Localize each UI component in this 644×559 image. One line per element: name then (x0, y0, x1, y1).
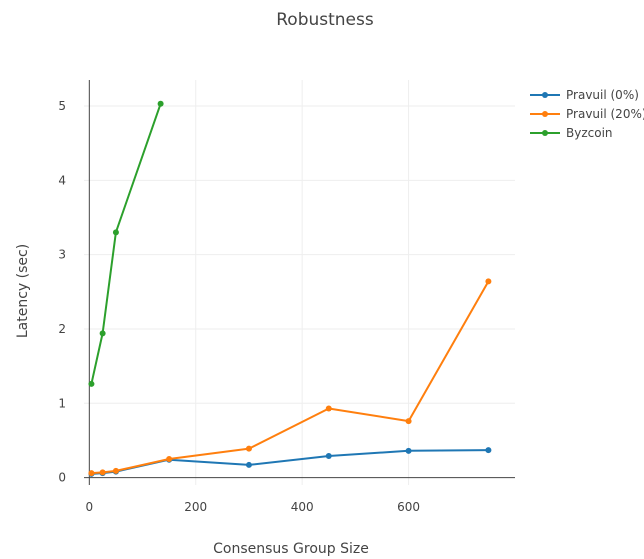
data-point-pravuil-0 (485, 447, 492, 454)
legend-marker-pravuil-20 (542, 111, 548, 117)
legend-marker-pravuil-0 (542, 92, 548, 98)
y-axis-label: Latency (sec) (15, 244, 31, 338)
series-line-pravuil-20 (91, 280, 490, 475)
legend-item-byzcoin[interactable]: Byzcoin (530, 126, 613, 140)
data-point-pravuil-20 (485, 278, 492, 285)
data-point-pravuil-20 (325, 405, 332, 412)
y-tick-label: 0 (58, 471, 66, 485)
x-tick-label: 400 (291, 500, 314, 514)
data-point-pravuil-20 (166, 455, 173, 462)
grid-lines (84, 80, 515, 485)
data-point-pravuil-0 (325, 453, 332, 460)
series-line-pravuil-0 (91, 449, 489, 475)
y-tick-label: 1 (58, 396, 66, 410)
x-tick-label: 0 (86, 500, 94, 514)
x-axis-label: Consensus Group Size (213, 541, 369, 557)
legend-label-pravuil-20: Pravuil (20%) (566, 107, 644, 121)
data-point-byzcoin (157, 100, 164, 107)
legend-item-pravuil-20[interactable]: Pravuil (20%) (530, 107, 644, 121)
legend-label-byzcoin: Byzcoin (566, 126, 613, 140)
data-point-pravuil-20 (405, 418, 412, 425)
y-tick-label: 3 (58, 248, 66, 262)
y-tick-label: 2 (58, 322, 66, 336)
y-tick-label: 5 (58, 99, 66, 113)
legend-label-pravuil-0: Pravuil (0%) (566, 88, 639, 102)
axes (84, 80, 515, 485)
chart-title: Robustness (276, 10, 374, 30)
data-point-pravuil-0 (245, 461, 252, 468)
legend[interactable]: Pravuil (0%) Pravuil (20%) Byzcoin (530, 88, 644, 140)
data-point-pravuil-20 (88, 470, 95, 477)
data-point-pravuil-20 (99, 469, 106, 476)
y-tick-label: 4 (58, 173, 66, 187)
data-point-byzcoin (88, 380, 95, 387)
x-tick-labels: 0 200 400 600 (86, 500, 421, 514)
legend-marker-byzcoin (542, 130, 548, 136)
legend-item-pravuil-0[interactable]: Pravuil (0%) (530, 88, 639, 102)
y-tick-labels: 0 1 2 3 4 5 (58, 99, 66, 485)
x-tick-label: 600 (397, 500, 420, 514)
data-point-pravuil-20 (112, 467, 119, 474)
series-group (88, 100, 492, 477)
data-point-byzcoin (99, 330, 106, 337)
data-point-pravuil-20 (245, 445, 252, 452)
x-tick-label: 200 (184, 500, 207, 514)
data-point-pravuil-0 (405, 447, 412, 454)
data-point-byzcoin (112, 229, 119, 236)
series-line-byzcoin (90, 103, 162, 385)
